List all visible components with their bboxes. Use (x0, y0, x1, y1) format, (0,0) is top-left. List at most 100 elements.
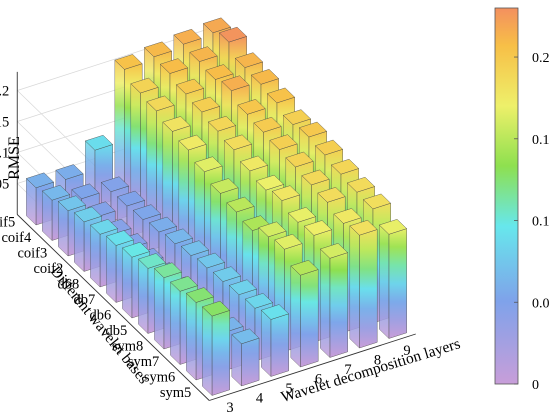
bar-top-face (301, 169, 330, 186)
bar-top-face (207, 115, 237, 132)
y-tick-label: coif4 (1, 230, 32, 246)
bar-top-face (148, 216, 178, 233)
y-axis-line (16, 214, 210, 401)
bar-side-face (90, 224, 101, 288)
bar-top-face (180, 240, 210, 256)
bar-side-face (320, 248, 331, 358)
bar-top-face (231, 328, 260, 345)
bar-side-face (349, 225, 360, 349)
bar-top-face (258, 221, 287, 238)
bar-top-face (189, 46, 218, 62)
bar-front-face (300, 269, 319, 368)
bar-top-face (250, 69, 280, 85)
bars-layer (25, 17, 408, 396)
bar-side-face (74, 212, 85, 272)
bar-side-face (58, 200, 69, 257)
bar-side-face (379, 224, 390, 339)
bar-top-face (201, 300, 231, 317)
colorbar-tick-label: 0.05 (532, 296, 550, 311)
bar (201, 300, 231, 396)
bar-top-face (114, 54, 143, 70)
bar-top-face (146, 95, 175, 112)
bar-top-face (253, 116, 282, 133)
y-tick-label: sym8 (112, 338, 143, 354)
bar-top-face (122, 241, 150, 258)
bar-top-face (173, 28, 202, 45)
colorbar: 0 0.05 0.1 0.15 0.2 (494, 7, 550, 393)
bar-top-face (159, 58, 189, 74)
bar-top-face (285, 151, 314, 168)
y-tick-label: sym5 (160, 385, 191, 401)
y-tick-label: db6 (90, 307, 112, 323)
bar-top-face (57, 195, 87, 211)
bar-front-face (329, 252, 348, 358)
bar-top-face (194, 156, 223, 172)
x-tick-label: 9 (403, 343, 410, 359)
bar-top-face (90, 219, 118, 235)
bar-top-face (239, 155, 269, 172)
bar-top-face (143, 41, 173, 58)
bar-top-face (287, 207, 317, 223)
x-axis-line (209, 333, 416, 401)
bar-top-face (260, 304, 290, 320)
bar-top-face (170, 276, 199, 292)
bar-top-face (333, 208, 362, 224)
bar (349, 219, 378, 349)
bar-top-face (269, 134, 298, 150)
bar-side-face (138, 258, 149, 334)
x-tick-label: 5 (285, 381, 292, 397)
bar-top-face (234, 52, 264, 68)
bar-top-face (271, 185, 301, 201)
bar-top-face (130, 77, 159, 94)
x-tick-label: 7 (344, 362, 351, 378)
tick-labels: 0.05 0.1 0.15 0.2 sym5sym6sym7sym8db5db6db7d… (0, 84, 411, 416)
bar-top-face (191, 96, 221, 113)
colorbar-tick-label: 0.2 (532, 51, 550, 66)
y-tick-label: db7 (74, 292, 96, 308)
bar-top-face (228, 279, 258, 295)
bar-side-face (106, 235, 117, 303)
x-tick-label: 4 (256, 390, 264, 406)
x-tick-label: 6 (315, 371, 322, 387)
colorbar-ticks: 0 0.05 0.1 0.15 0.2 (514, 51, 550, 393)
bar-front-face (241, 337, 260, 387)
bar-top-face (205, 64, 234, 80)
bar-top-face (100, 176, 130, 192)
bar-front-face (359, 229, 378, 349)
colorbar-tick-label: 0.15 (532, 133, 550, 148)
bar-top-face (362, 193, 392, 210)
bar-side-face (202, 306, 213, 396)
bar-top-face (274, 233, 303, 250)
bar-top-face (55, 164, 84, 180)
y-tick-label: sym7 (128, 354, 159, 370)
bar (290, 259, 319, 368)
bar-top-face (314, 139, 344, 156)
bar (231, 328, 260, 387)
y-tick-label: coif2 (33, 261, 63, 277)
bar-top-face (266, 87, 296, 104)
z-tick-label: 0.15 (0, 115, 9, 131)
bar-top-face (255, 174, 285, 191)
bar (378, 219, 408, 339)
z-tick-label: 0.2 (0, 84, 9, 100)
y-tick-label: db5 (106, 323, 128, 339)
bar (319, 243, 349, 358)
colorbar-tick-label: 0.1 (532, 215, 550, 230)
bar-top-face (185, 287, 215, 303)
bar-top-face (212, 266, 242, 282)
bar-top-face (298, 121, 328, 138)
bar-top-face (378, 219, 408, 235)
bar-top-face (106, 230, 134, 246)
bar-top-face (349, 219, 378, 236)
bar-top-face (164, 228, 194, 245)
bar-top-face (290, 259, 319, 276)
bar-top-face (244, 293, 274, 309)
bar-top-face (84, 134, 114, 151)
bar-top-face (303, 220, 333, 236)
bar-top-face (317, 187, 346, 203)
bar-top-face (175, 78, 205, 95)
bar-side-face (154, 267, 165, 350)
bar-top-face (116, 190, 146, 207)
bar-top-face (330, 158, 360, 175)
